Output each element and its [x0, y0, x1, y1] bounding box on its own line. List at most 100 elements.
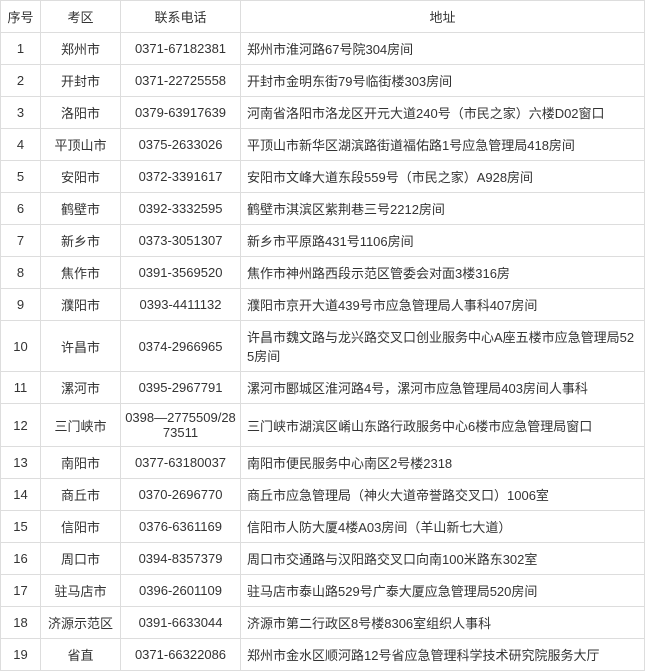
table-row: 15信阳市0376-6361169信阳市人防大厦4楼A03房间（羊山新七大道） — [1, 511, 645, 543]
cell-phone: 0377-63180037 — [121, 447, 241, 479]
cell-address: 信阳市人防大厦4楼A03房间（羊山新七大道） — [241, 511, 645, 543]
cell-phone: 0374-2966965 — [121, 321, 241, 372]
cell-address: 许昌市魏文路与龙兴路交叉口创业服务中心A座五楼市应急管理局525房间 — [241, 321, 645, 372]
table-row: 9濮阳市0393-4411132濮阳市京开大道439号市应急管理局人事科407房… — [1, 289, 645, 321]
cell-address: 焦作市神州路西段示范区管委会对面3楼316房 — [241, 257, 645, 289]
cell-area: 南阳市 — [41, 447, 121, 479]
cell-address: 濮阳市京开大道439号市应急管理局人事科407房间 — [241, 289, 645, 321]
cell-seq: 7 — [1, 225, 41, 257]
cell-area: 鹤壁市 — [41, 193, 121, 225]
cell-area: 许昌市 — [41, 321, 121, 372]
cell-address: 郑州市淮河路67号院304房间 — [241, 33, 645, 65]
cell-phone: 0392-3332595 — [121, 193, 241, 225]
cell-area: 安阳市 — [41, 161, 121, 193]
cell-phone: 0393-4411132 — [121, 289, 241, 321]
table-row: 1郑州市0371-67182381郑州市淮河路67号院304房间 — [1, 33, 645, 65]
cell-seq: 16 — [1, 543, 41, 575]
cell-seq: 12 — [1, 404, 41, 447]
table-row: 16周口市0394-8357379周口市交通路与汉阳路交叉口向南100米路东30… — [1, 543, 645, 575]
cell-address: 漯河市郾城区淮河路4号，漯河市应急管理局403房间人事科 — [241, 372, 645, 404]
contact-table: 序号 考区 联系电话 地址 1郑州市0371-67182381郑州市淮河路67号… — [0, 0, 645, 671]
cell-area: 商丘市 — [41, 479, 121, 511]
table-row: 3洛阳市0379-63917639河南省洛阳市洛龙区开元大道240号（市民之家）… — [1, 97, 645, 129]
cell-phone: 0373-3051307 — [121, 225, 241, 257]
table-row: 14商丘市0370-2696770商丘市应急管理局（神火大道帝誉路交叉口）100… — [1, 479, 645, 511]
cell-area: 洛阳市 — [41, 97, 121, 129]
cell-area: 濮阳市 — [41, 289, 121, 321]
cell-address: 河南省洛阳市洛龙区开元大道240号（市民之家）六楼D02窗口 — [241, 97, 645, 129]
cell-area: 焦作市 — [41, 257, 121, 289]
cell-address: 安阳市文峰大道东段559号（市民之家）A928房间 — [241, 161, 645, 193]
cell-seq: 17 — [1, 575, 41, 607]
table-header: 序号 考区 联系电话 地址 — [1, 1, 645, 33]
cell-area: 漯河市 — [41, 372, 121, 404]
cell-address: 开封市金明东街79号临街楼303房间 — [241, 65, 645, 97]
cell-area: 驻马店市 — [41, 575, 121, 607]
cell-seq: 8 — [1, 257, 41, 289]
table-row: 2开封市0371-22725558开封市金明东街79号临街楼303房间 — [1, 65, 645, 97]
cell-phone: 0394-8357379 — [121, 543, 241, 575]
cell-address: 平顶山市新华区湖滨路街道福佑路1号应急管理局418房间 — [241, 129, 645, 161]
table-row: 7新乡市0373-3051307新乡市平原路431号1106房间 — [1, 225, 645, 257]
cell-phone: 0391-6633044 — [121, 607, 241, 639]
table-row: 10许昌市0374-2966965许昌市魏文路与龙兴路交叉口创业服务中心A座五楼… — [1, 321, 645, 372]
cell-phone: 0376-6361169 — [121, 511, 241, 543]
cell-seq: 10 — [1, 321, 41, 372]
table-body: 1郑州市0371-67182381郑州市淮河路67号院304房间2开封市0371… — [1, 33, 645, 671]
cell-seq: 3 — [1, 97, 41, 129]
cell-seq: 15 — [1, 511, 41, 543]
cell-address: 商丘市应急管理局（神火大道帝誉路交叉口）1006室 — [241, 479, 645, 511]
col-header-seq: 序号 — [1, 1, 41, 33]
cell-phone: 0396-2601109 — [121, 575, 241, 607]
cell-seq: 9 — [1, 289, 41, 321]
cell-seq: 19 — [1, 639, 41, 671]
table-row: 12三门峡市0398—2775509/2873511三门峡市湖滨区崤山东路行政服… — [1, 404, 645, 447]
table-row: 11漯河市0395-2967791漯河市郾城区淮河路4号，漯河市应急管理局403… — [1, 372, 645, 404]
cell-phone: 0379-63917639 — [121, 97, 241, 129]
table-row: 17驻马店市0396-2601109驻马店市泰山路529号广泰大厦应急管理局52… — [1, 575, 645, 607]
cell-address: 鹤壁市淇滨区紫荆巷三号2212房间 — [241, 193, 645, 225]
table-row: 8焦作市0391-3569520焦作市神州路西段示范区管委会对面3楼316房 — [1, 257, 645, 289]
cell-address: 济源市第二行政区8号楼8306室组织人事科 — [241, 607, 645, 639]
col-header-phone: 联系电话 — [121, 1, 241, 33]
cell-phone: 0375-2633026 — [121, 129, 241, 161]
cell-phone: 0371-22725558 — [121, 65, 241, 97]
cell-area: 新乡市 — [41, 225, 121, 257]
cell-address: 周口市交通路与汉阳路交叉口向南100米路东302室 — [241, 543, 645, 575]
cell-seq: 13 — [1, 447, 41, 479]
cell-address: 南阳市便民服务中心南区2号楼2318 — [241, 447, 645, 479]
cell-address: 新乡市平原路431号1106房间 — [241, 225, 645, 257]
cell-seq: 2 — [1, 65, 41, 97]
cell-area: 三门峡市 — [41, 404, 121, 447]
table-row: 18济源示范区0391-6633044济源市第二行政区8号楼8306室组织人事科 — [1, 607, 645, 639]
cell-area: 周口市 — [41, 543, 121, 575]
table-row: 19省直0371-66322086郑州市金水区顺河路12号省应急管理科学技术研究… — [1, 639, 645, 671]
cell-seq: 18 — [1, 607, 41, 639]
cell-phone: 0372-3391617 — [121, 161, 241, 193]
cell-area: 开封市 — [41, 65, 121, 97]
cell-seq: 1 — [1, 33, 41, 65]
cell-address: 三门峡市湖滨区崤山东路行政服务中心6楼市应急管理局窗口 — [241, 404, 645, 447]
table-row: 6鹤壁市0392-3332595鹤壁市淇滨区紫荆巷三号2212房间 — [1, 193, 645, 225]
cell-seq: 4 — [1, 129, 41, 161]
table-row: 5安阳市0372-3391617安阳市文峰大道东段559号（市民之家）A928房… — [1, 161, 645, 193]
col-header-address: 地址 — [241, 1, 645, 33]
cell-phone: 0370-2696770 — [121, 479, 241, 511]
cell-area: 济源示范区 — [41, 607, 121, 639]
cell-area: 省直 — [41, 639, 121, 671]
cell-address: 郑州市金水区顺河路12号省应急管理科学技术研究院服务大厅 — [241, 639, 645, 671]
cell-seq: 6 — [1, 193, 41, 225]
cell-phone: 0371-67182381 — [121, 33, 241, 65]
cell-address: 驻马店市泰山路529号广泰大厦应急管理局520房间 — [241, 575, 645, 607]
cell-phone: 0391-3569520 — [121, 257, 241, 289]
cell-phone: 0398—2775509/2873511 — [121, 404, 241, 447]
cell-seq: 14 — [1, 479, 41, 511]
table-row: 4平顶山市0375-2633026平顶山市新华区湖滨路街道福佑路1号应急管理局4… — [1, 129, 645, 161]
cell-area: 郑州市 — [41, 33, 121, 65]
cell-area: 信阳市 — [41, 511, 121, 543]
cell-area: 平顶山市 — [41, 129, 121, 161]
cell-phone: 0371-66322086 — [121, 639, 241, 671]
cell-phone: 0395-2967791 — [121, 372, 241, 404]
col-header-area: 考区 — [41, 1, 121, 33]
cell-seq: 11 — [1, 372, 41, 404]
